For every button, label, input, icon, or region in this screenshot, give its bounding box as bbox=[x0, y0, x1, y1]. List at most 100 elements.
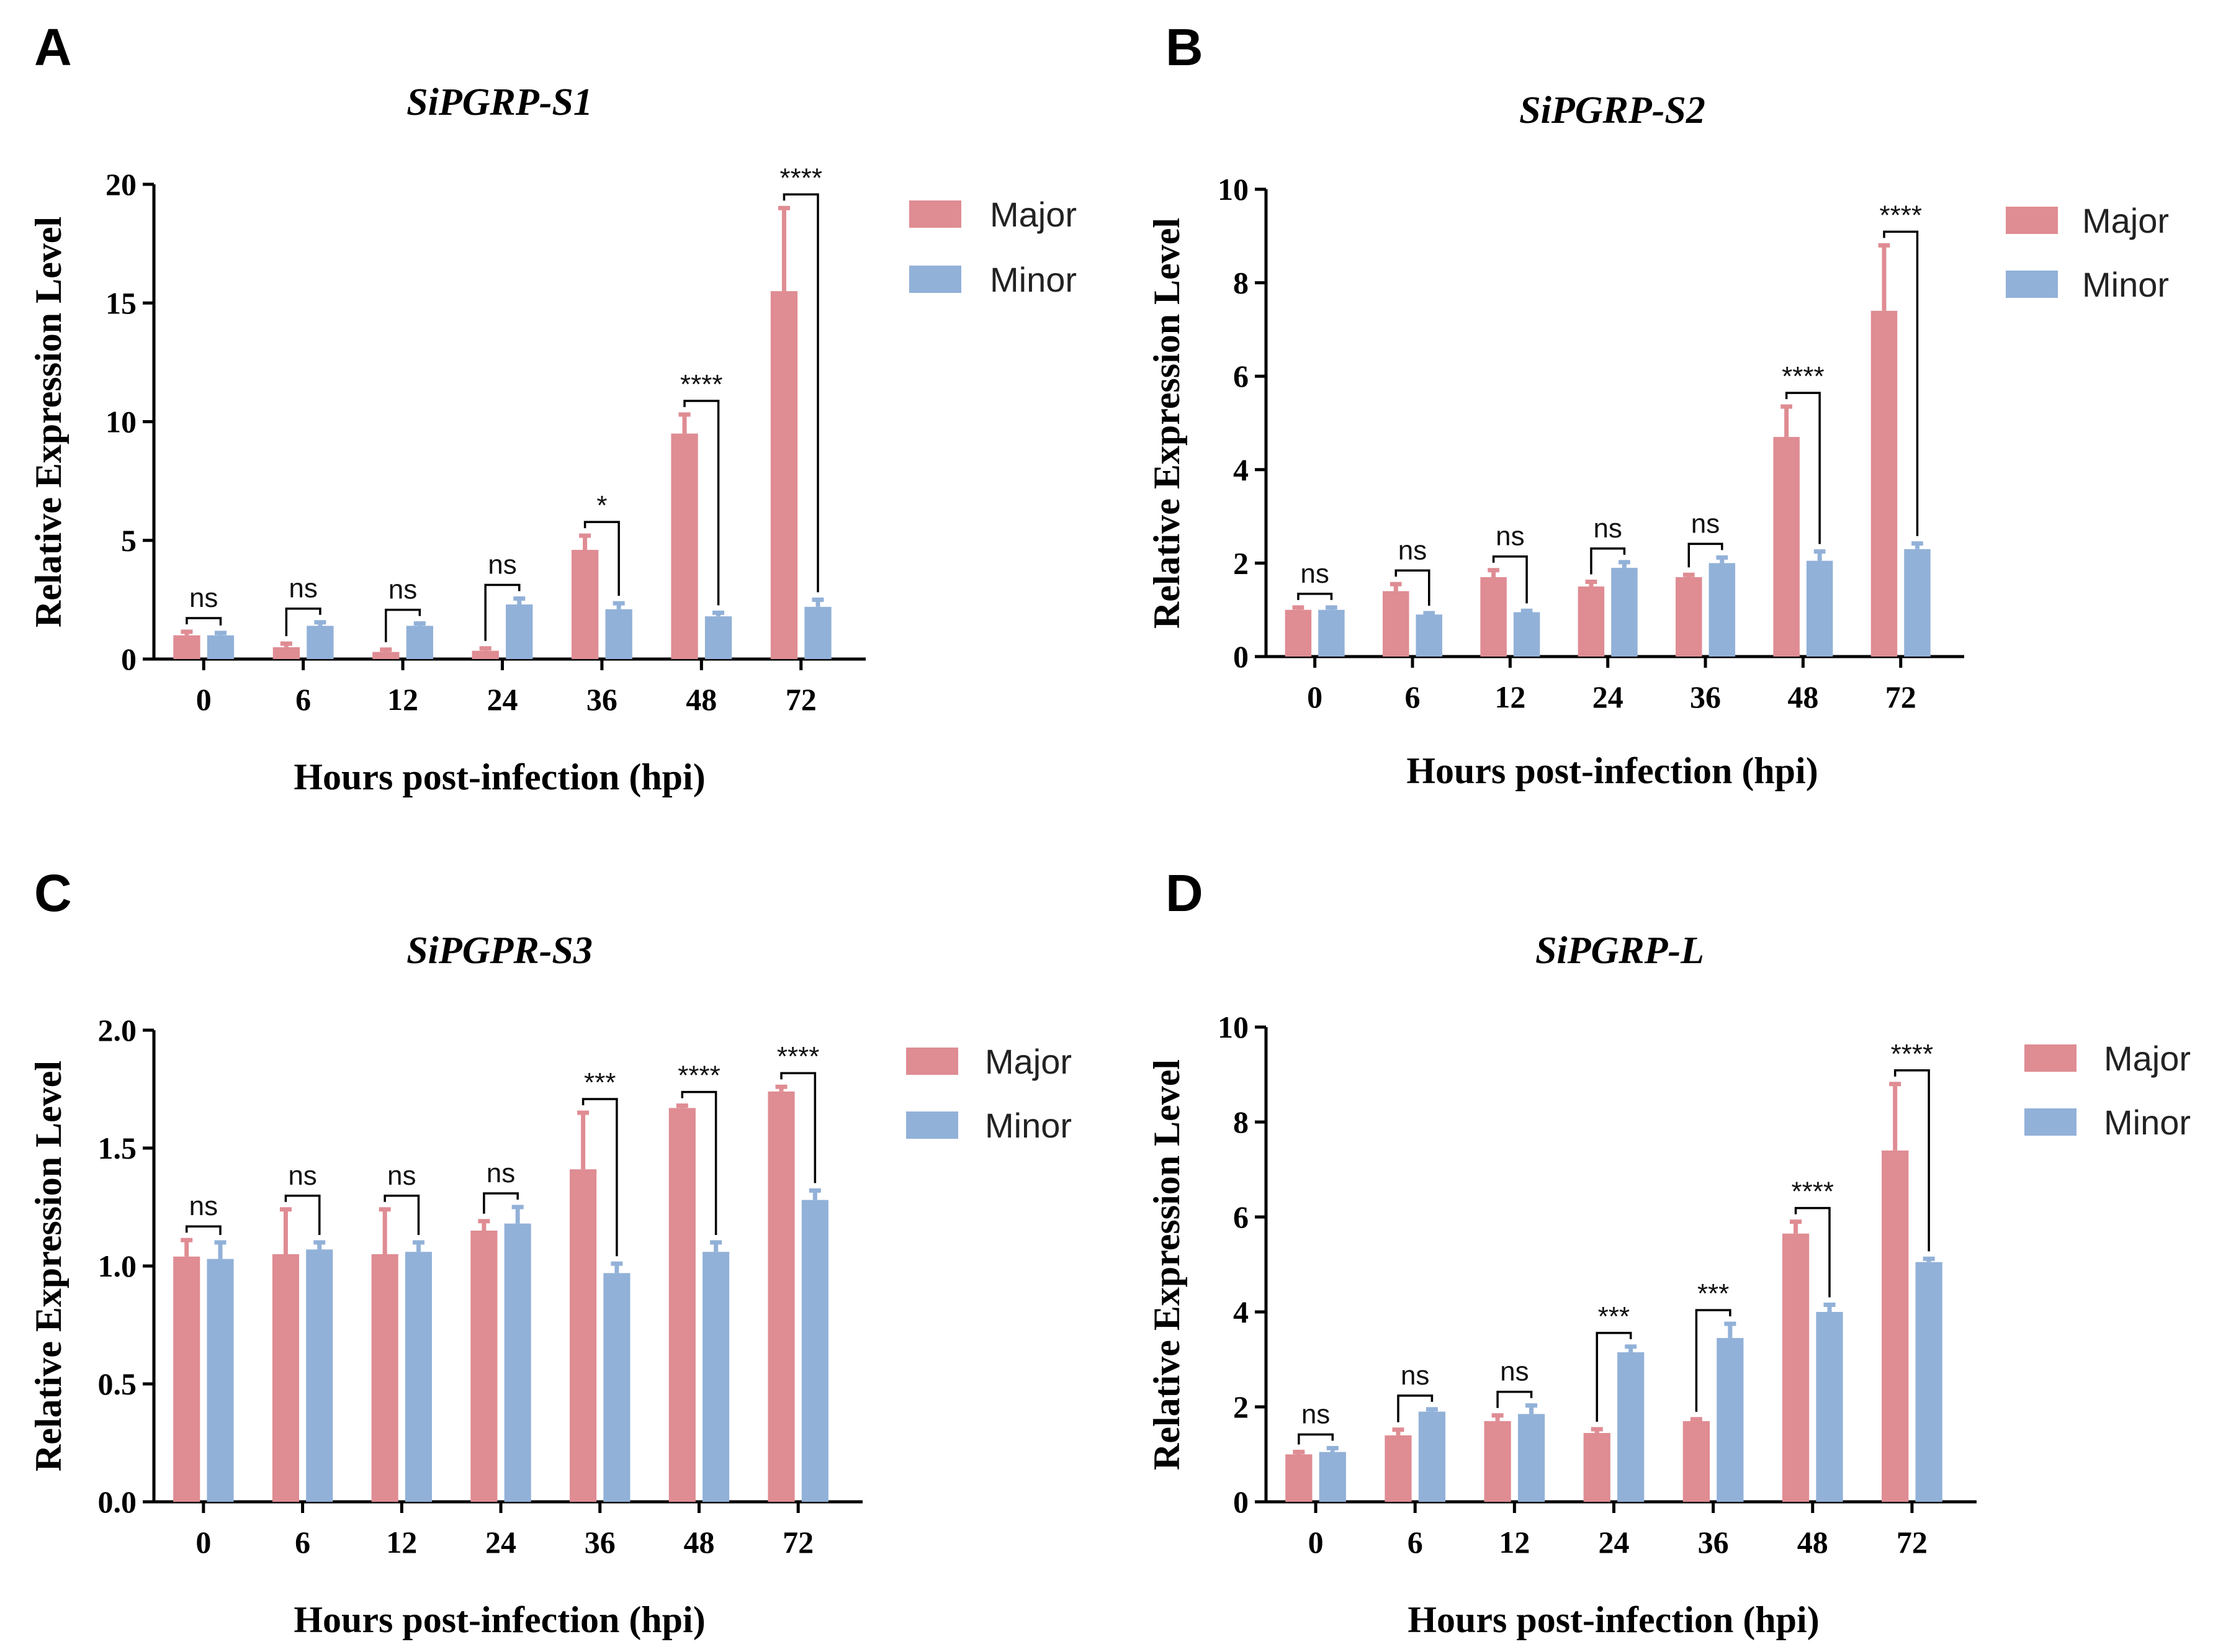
chart-panel-a: A SiPGRP-S1 0 5 10 15 20 0 ns 6 ns 12 ns 24 ns 36 * 48 ***… bbox=[28, 18, 1077, 797]
significance-bracket bbox=[1794, 1206, 1831, 1298]
bar-minor bbox=[207, 1259, 234, 1502]
bar-major bbox=[1773, 437, 1800, 657]
bar-minor bbox=[603, 1273, 631, 1502]
legend-label-major: Major bbox=[990, 195, 1077, 234]
panel-letter: D bbox=[1165, 864, 1203, 922]
y-tick-label: 8 bbox=[1233, 1105, 1249, 1139]
significance-label: *** bbox=[1697, 1278, 1729, 1309]
bar-major bbox=[1285, 1454, 1313, 1502]
x-tick-label: 72 bbox=[786, 682, 817, 717]
legend-label-minor: Minor bbox=[2104, 1103, 2191, 1142]
significance-bracket bbox=[284, 1195, 321, 1235]
panel-letter: B bbox=[1165, 18, 1203, 76]
significance-bracket bbox=[581, 1098, 618, 1257]
legend-swatch-major bbox=[906, 1048, 958, 1075]
x-tick-label: 6 bbox=[295, 682, 311, 717]
y-tick-label: 2 bbox=[1233, 545, 1249, 580]
significance-bracket bbox=[1883, 230, 1919, 536]
bar-minor bbox=[1611, 567, 1638, 657]
bar-minor bbox=[1319, 1452, 1346, 1502]
significance-label: **** bbox=[777, 1041, 820, 1072]
significance-bracket bbox=[1298, 1433, 1334, 1445]
bar-minor bbox=[1418, 1411, 1446, 1502]
legend-label-major: Major bbox=[985, 1042, 1072, 1081]
bar-minor bbox=[306, 1249, 333, 1502]
y-tick-label: 0 bbox=[121, 642, 137, 676]
bar-major bbox=[472, 650, 499, 659]
y-tick-label: 0 bbox=[1233, 1484, 1249, 1519]
bar-major bbox=[1882, 1150, 1909, 1502]
x-tick-label: 36 bbox=[1690, 680, 1721, 714]
bar-major bbox=[1870, 310, 1898, 657]
panel-letter: A bbox=[34, 18, 72, 76]
chart-panel-c: C SiPGPR-S3 0.0 0.5 1.0 1.5 2.0 0 ns 6 ns 12 ns 24 ns 3… bbox=[28, 864, 1072, 1640]
y-tick-label: 2.0 bbox=[98, 1013, 137, 1048]
significance-bracket bbox=[186, 617, 222, 626]
panel-letter: C bbox=[34, 864, 72, 922]
x-tick-label: 12 bbox=[386, 1525, 417, 1560]
y-tick-label: 10 bbox=[1218, 1010, 1249, 1044]
bar-major bbox=[371, 1254, 398, 1502]
significance-label: ns bbox=[1593, 513, 1622, 544]
bar-minor bbox=[1816, 1312, 1843, 1502]
y-tick-label: 0 bbox=[1233, 639, 1249, 674]
y-tick-label: 10 bbox=[106, 405, 137, 439]
y-tick-label: 5 bbox=[121, 523, 137, 558]
chart-title: SiPGRP-L bbox=[1535, 930, 1704, 972]
bar-minor bbox=[1806, 560, 1833, 657]
legend-swatch-minor bbox=[2024, 1108, 2077, 1136]
chart-title: SiPGRP-S2 bbox=[1519, 89, 1705, 132]
bar-major bbox=[1782, 1233, 1810, 1502]
bar-major bbox=[1682, 1421, 1710, 1502]
significance-label: **** bbox=[1879, 200, 1922, 230]
bar-minor bbox=[1708, 563, 1736, 657]
significance-bracket bbox=[780, 1072, 817, 1183]
y-tick-label: 10 bbox=[1218, 172, 1249, 207]
legend-label-minor: Minor bbox=[2082, 265, 2169, 304]
bar-minor bbox=[804, 606, 832, 659]
y-tick-label: 20 bbox=[106, 167, 137, 202]
significance-label: ns bbox=[1496, 521, 1524, 552]
significance-label: *** bbox=[584, 1067, 616, 1098]
x-tick-label: 24 bbox=[487, 682, 518, 717]
significance-label: **** bbox=[1782, 361, 1825, 392]
bar-major bbox=[470, 1231, 498, 1502]
bar-minor bbox=[703, 1252, 730, 1502]
chart-panel-d: DSiPGRP-L02468100ns6ns12ns24***36***48**… bbox=[1146, 864, 2191, 1640]
bar-minor bbox=[1915, 1262, 1942, 1502]
y-tick-label: 0.0 bbox=[98, 1484, 137, 1519]
significance-label: **** bbox=[1891, 1039, 1934, 1069]
significance-bracket bbox=[285, 607, 321, 637]
y-tick-label: 6 bbox=[1233, 359, 1249, 393]
x-axis-label: Hours post-infection (hpi) bbox=[294, 1599, 705, 1640]
y-tick-label: 4 bbox=[1233, 1295, 1249, 1329]
x-tick-label: 36 bbox=[585, 1525, 616, 1560]
y-tick-label: 8 bbox=[1233, 266, 1249, 300]
legend-swatch-major bbox=[2024, 1044, 2077, 1072]
chart-panel-b: BSiPGRP-S202468100ns6ns12ns24ns36ns48***… bbox=[1146, 18, 2169, 791]
x-tick-label: 72 bbox=[783, 1525, 814, 1560]
x-tick-label: 36 bbox=[586, 682, 617, 717]
significance-label: **** bbox=[678, 1061, 721, 1091]
bar-major bbox=[272, 647, 300, 659]
y-tick-label: 2 bbox=[1233, 1389, 1249, 1424]
bar-minor bbox=[207, 635, 235, 659]
legend-swatch-major bbox=[909, 200, 961, 228]
bar-major bbox=[768, 1091, 795, 1502]
x-tick-label: 6 bbox=[295, 1525, 310, 1560]
x-tick-label: 12 bbox=[387, 682, 418, 717]
significance-bracket bbox=[1893, 1069, 1930, 1252]
legend-label-major: Major bbox=[2082, 201, 2169, 240]
bar-major bbox=[770, 291, 798, 659]
x-tick-label: 24 bbox=[485, 1525, 516, 1560]
bar-minor bbox=[1904, 549, 1931, 657]
x-tick-label: 72 bbox=[1897, 1525, 1928, 1560]
bar-major bbox=[1676, 577, 1702, 657]
significance-bracket bbox=[1496, 1390, 1533, 1408]
significance-bracket bbox=[1297, 593, 1333, 600]
x-tick-label: 12 bbox=[1499, 1525, 1530, 1560]
legend-swatch-minor bbox=[906, 1111, 958, 1139]
bar-minor bbox=[405, 1252, 433, 1502]
x-tick-label: 24 bbox=[1592, 680, 1623, 714]
bar-minor bbox=[605, 609, 632, 659]
